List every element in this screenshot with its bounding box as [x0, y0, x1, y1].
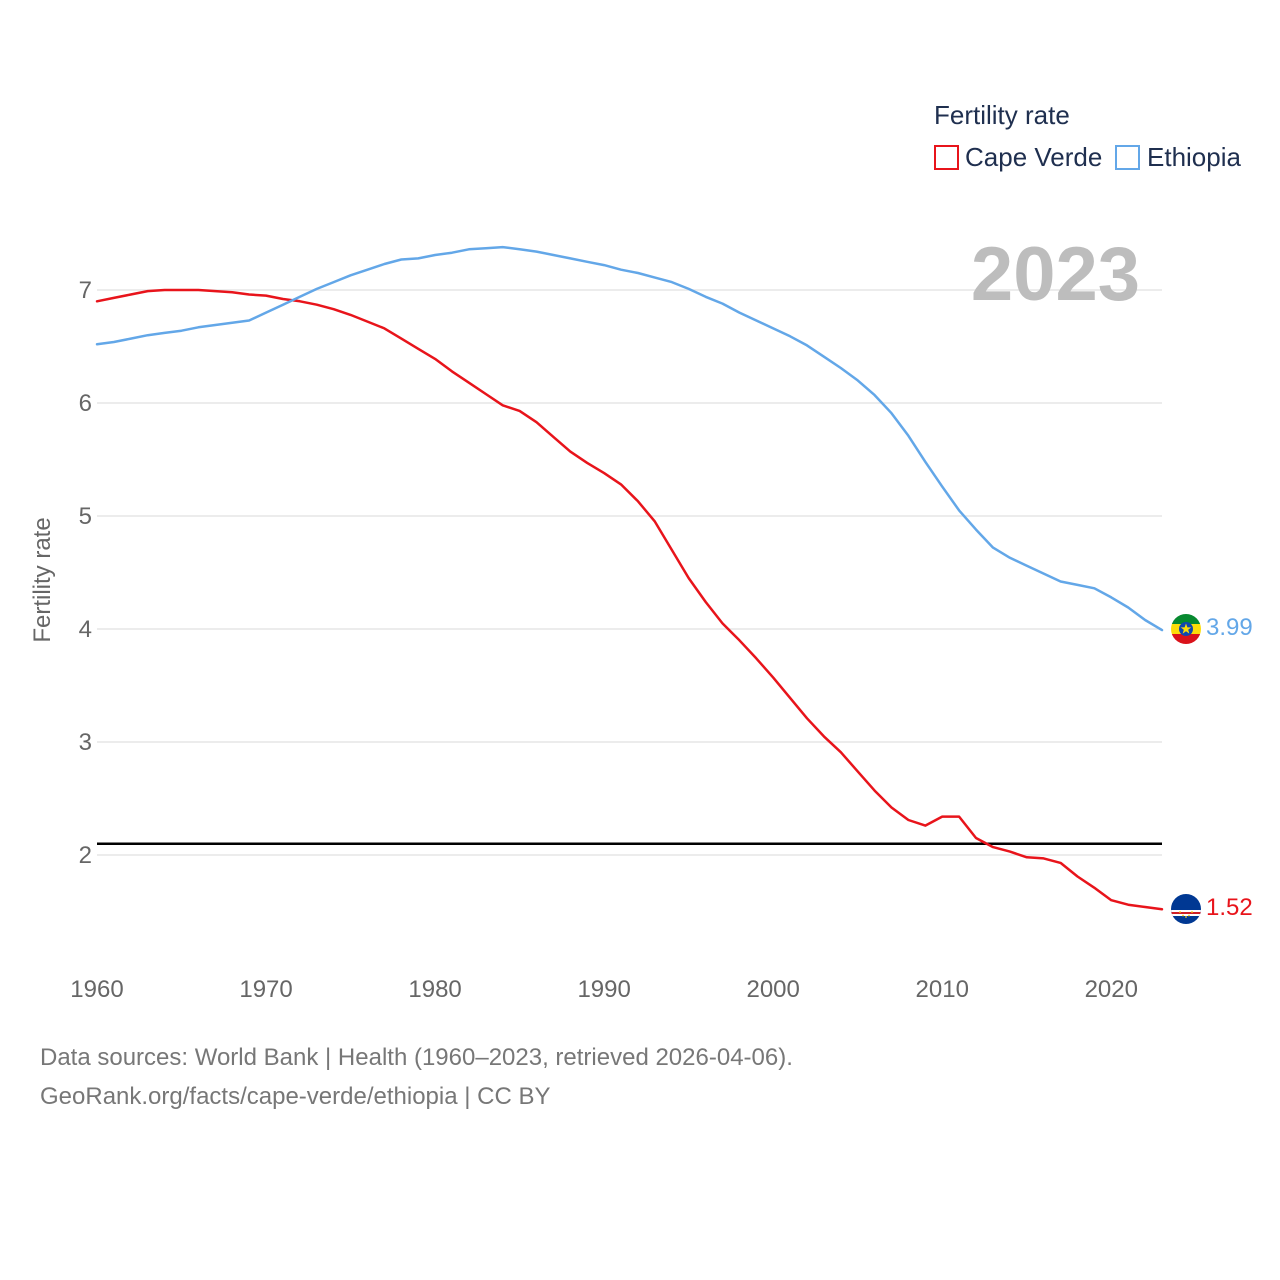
legend-label-cape-verde: Cape Verde [965, 142, 1102, 172]
y-tick-label-4: 4 [79, 616, 92, 643]
y-tick-label-5: 5 [79, 503, 92, 530]
x-tick-label-1980: 1980 [408, 976, 461, 1003]
x-axis-ticks: 1960 1970 1980 1990 2000 2010 2020 [70, 976, 1138, 1003]
series-line-cape-verde[interactable] [95, 288, 1164, 911]
legend-item-ethiopia[interactable]: Ethiopia [1115, 142, 1241, 172]
credit-note[interactable]: GeoRank.org/facts/cape-verde/ethiopia | … [40, 1083, 551, 1110]
x-tick-label-2010: 2010 [916, 976, 969, 1003]
series-line-ethiopia[interactable] [95, 245, 1164, 632]
x-tick-label-2000: 2000 [746, 976, 799, 1003]
ethiopia-end-value-label: 3.99 [1206, 614, 1253, 641]
legend-swatch-ethiopia [1115, 145, 1140, 170]
legend-item-cape-verde[interactable]: Cape Verde [934, 142, 1102, 172]
x-tick-label-2020: 2020 [1085, 976, 1138, 1003]
legend-title: Fertility rate [934, 100, 1070, 130]
y-tick-label-2: 2 [79, 842, 92, 869]
x-tick-label-1970: 1970 [239, 976, 292, 1003]
series-lines [95, 245, 1164, 911]
cape-verde-flag-icon [1171, 894, 1201, 924]
x-tick-label-1960: 1960 [70, 976, 123, 1003]
data-source-note: Data sources: World Bank | Health (1960–… [40, 1044, 793, 1071]
year-label: 2023 [971, 232, 1140, 317]
legend-swatch-cape-verde [934, 145, 959, 170]
x-tick-label-1990: 1990 [577, 976, 630, 1003]
legend-label-ethiopia: Ethiopia [1147, 142, 1241, 172]
y-axis-title: Fertility rate [29, 517, 56, 642]
y-tick-label-3: 3 [79, 729, 92, 756]
y-axis-ticks: 2 3 4 5 6 7 [79, 277, 92, 869]
grid-lines [97, 289, 1162, 856]
y-tick-label-6: 6 [79, 390, 92, 417]
y-tick-label-7: 7 [79, 277, 92, 304]
legend: Fertility rate Cape Verde Ethiopia [934, 100, 1241, 172]
cape-verde-end-value-label: 1.52 [1206, 894, 1253, 921]
ethiopia-flag-icon [1171, 614, 1201, 644]
